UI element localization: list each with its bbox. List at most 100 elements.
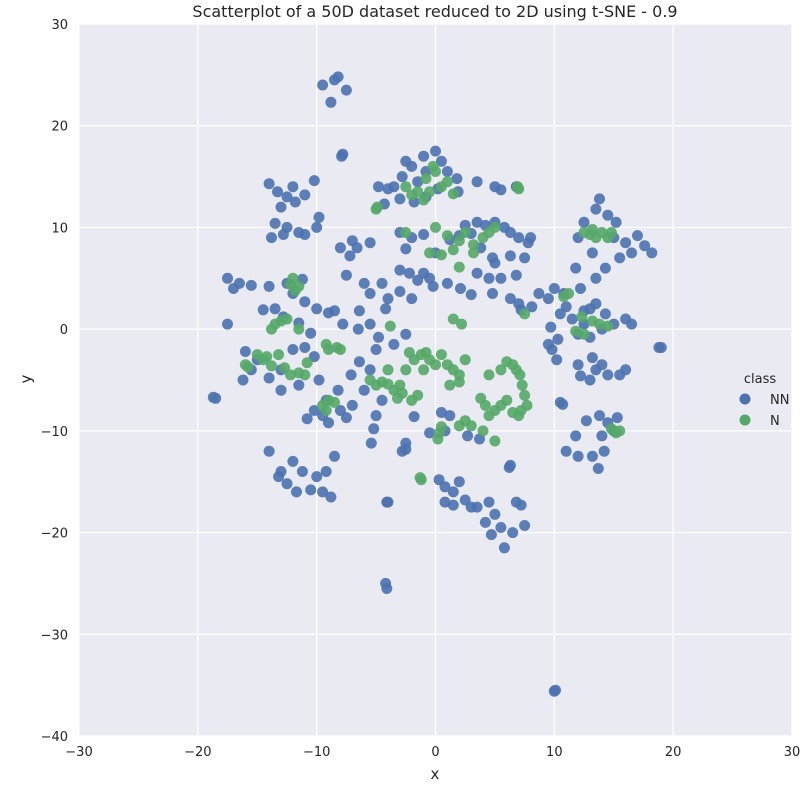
scatter-point-nn bbox=[299, 296, 311, 308]
scatter-point-nn bbox=[329, 450, 340, 462]
chart-title: Scatterplot of a 50D dataset reduced to … bbox=[192, 2, 677, 21]
scatter-point-nn bbox=[590, 203, 602, 215]
scatter-point-nn bbox=[462, 430, 474, 442]
scatter-point-nn bbox=[533, 288, 545, 299]
scatter-point-nn bbox=[504, 293, 516, 305]
scatter-point-nn bbox=[626, 247, 638, 259]
scatter-point-nn bbox=[277, 229, 289, 240]
scatter-point-n bbox=[475, 392, 487, 404]
scatter-point-n bbox=[424, 247, 436, 259]
scatter-point-nn bbox=[504, 459, 516, 471]
scatter-point-nn bbox=[548, 283, 560, 294]
scatter-point-nn bbox=[594, 193, 605, 205]
scatter-point-nn bbox=[269, 303, 281, 315]
scatter-point-nn bbox=[380, 303, 392, 315]
scatter-point-nn bbox=[301, 413, 313, 425]
scatter-point-n bbox=[570, 325, 582, 337]
scatter-point-nn bbox=[611, 412, 623, 424]
scatter-point-nn bbox=[427, 280, 439, 292]
scatter-point-n bbox=[513, 183, 525, 195]
scatter-point-nn bbox=[610, 216, 622, 228]
scatter-point-nn bbox=[344, 250, 356, 262]
scatter-point-nn bbox=[237, 374, 249, 386]
scatter-point-nn bbox=[308, 405, 320, 416]
scatter-point-nn bbox=[373, 331, 384, 343]
scatter-point-nn bbox=[513, 232, 525, 244]
x-tick-label: −20 bbox=[184, 745, 211, 760]
scatter-point-n bbox=[261, 351, 273, 363]
scatter-point-n bbox=[430, 359, 441, 371]
scatter-point-n bbox=[519, 389, 531, 401]
scatter-point-nn bbox=[382, 293, 394, 305]
scatter-point-nn bbox=[418, 150, 430, 162]
scatter-point-nn bbox=[507, 527, 519, 539]
scatter-point-n bbox=[412, 389, 424, 401]
x-tick-label: 10 bbox=[546, 745, 563, 760]
series-n bbox=[239, 160, 626, 486]
scatter-point-nn bbox=[441, 277, 453, 289]
scatter-point-nn bbox=[586, 450, 598, 462]
scatter-point-n bbox=[605, 227, 617, 238]
scatter-point-nn bbox=[418, 229, 430, 240]
scatter-point-n bbox=[384, 320, 396, 332]
scatter-point-n bbox=[519, 308, 531, 320]
scatter-point-nn bbox=[526, 301, 538, 313]
scatter-point-nn bbox=[545, 321, 557, 333]
scatter-point-nn bbox=[340, 84, 352, 96]
x-tick-label: −10 bbox=[303, 745, 330, 760]
scatter-point-n bbox=[430, 166, 441, 177]
scatter-point-nn bbox=[489, 508, 501, 520]
scatter-point-nn bbox=[287, 181, 299, 193]
scatter-point-nn bbox=[525, 232, 537, 244]
scatter-point-nn bbox=[296, 466, 308, 477]
scatter-point-nn bbox=[453, 476, 465, 488]
scatter-point-nn bbox=[498, 542, 510, 554]
scatter-point-nn bbox=[602, 209, 614, 221]
scatter-point-n bbox=[453, 376, 465, 388]
scatter-point-n bbox=[444, 379, 456, 391]
scatter-point-n bbox=[453, 235, 465, 247]
scatter-point-nn bbox=[424, 427, 436, 439]
scatter-point-n bbox=[477, 425, 489, 437]
y-tick-label: 30 bbox=[51, 18, 68, 33]
scatter-point-n bbox=[430, 221, 441, 233]
scatter-point-nn bbox=[358, 384, 370, 396]
scatter-point-n bbox=[406, 189, 418, 201]
scatter-point-n bbox=[382, 364, 394, 376]
scatter-point-nn bbox=[275, 201, 287, 213]
scatter-point-nn bbox=[239, 346, 251, 357]
scatter-point-nn bbox=[584, 374, 596, 386]
scatter-point-nn bbox=[584, 303, 596, 315]
scatter-point-nn bbox=[495, 184, 507, 196]
scatter-point-nn bbox=[504, 227, 516, 238]
scatter-point-nn bbox=[575, 283, 586, 294]
scatter-point-nn bbox=[592, 463, 604, 474]
scatter-point-nn bbox=[575, 370, 586, 382]
scatter-point-nn bbox=[376, 394, 388, 406]
scatter-point-nn bbox=[293, 379, 305, 391]
scatter-point-nn bbox=[572, 450, 584, 462]
scatter-point-nn bbox=[599, 308, 611, 320]
scatter-point-nn bbox=[471, 176, 483, 188]
scatter-point-nn bbox=[373, 181, 384, 193]
scatter-point-nn bbox=[554, 308, 566, 320]
scatter-point-nn bbox=[483, 272, 495, 284]
scatter-point-nn bbox=[291, 486, 302, 498]
scatter-point-nn bbox=[299, 189, 311, 201]
scatter-point-n bbox=[418, 364, 430, 376]
x-axis-label: x bbox=[431, 765, 440, 783]
scatter-point-nn bbox=[578, 216, 590, 228]
scatter-point-nn bbox=[406, 293, 418, 305]
y-tick-label: −10 bbox=[41, 425, 68, 440]
scatter-point-n bbox=[400, 227, 412, 238]
scatter-point-nn bbox=[598, 445, 610, 457]
scatter-point-nn bbox=[599, 262, 611, 274]
scatter-point-nn bbox=[340, 412, 352, 424]
scatter-point-nn bbox=[352, 323, 364, 335]
scatter-point-nn bbox=[365, 437, 377, 449]
scatter-point-nn bbox=[471, 267, 483, 279]
scatter-point-nn bbox=[408, 411, 420, 423]
legend-marker-n bbox=[739, 414, 751, 426]
scatter-point-nn bbox=[596, 430, 608, 442]
scatter-point-nn bbox=[287, 455, 299, 467]
